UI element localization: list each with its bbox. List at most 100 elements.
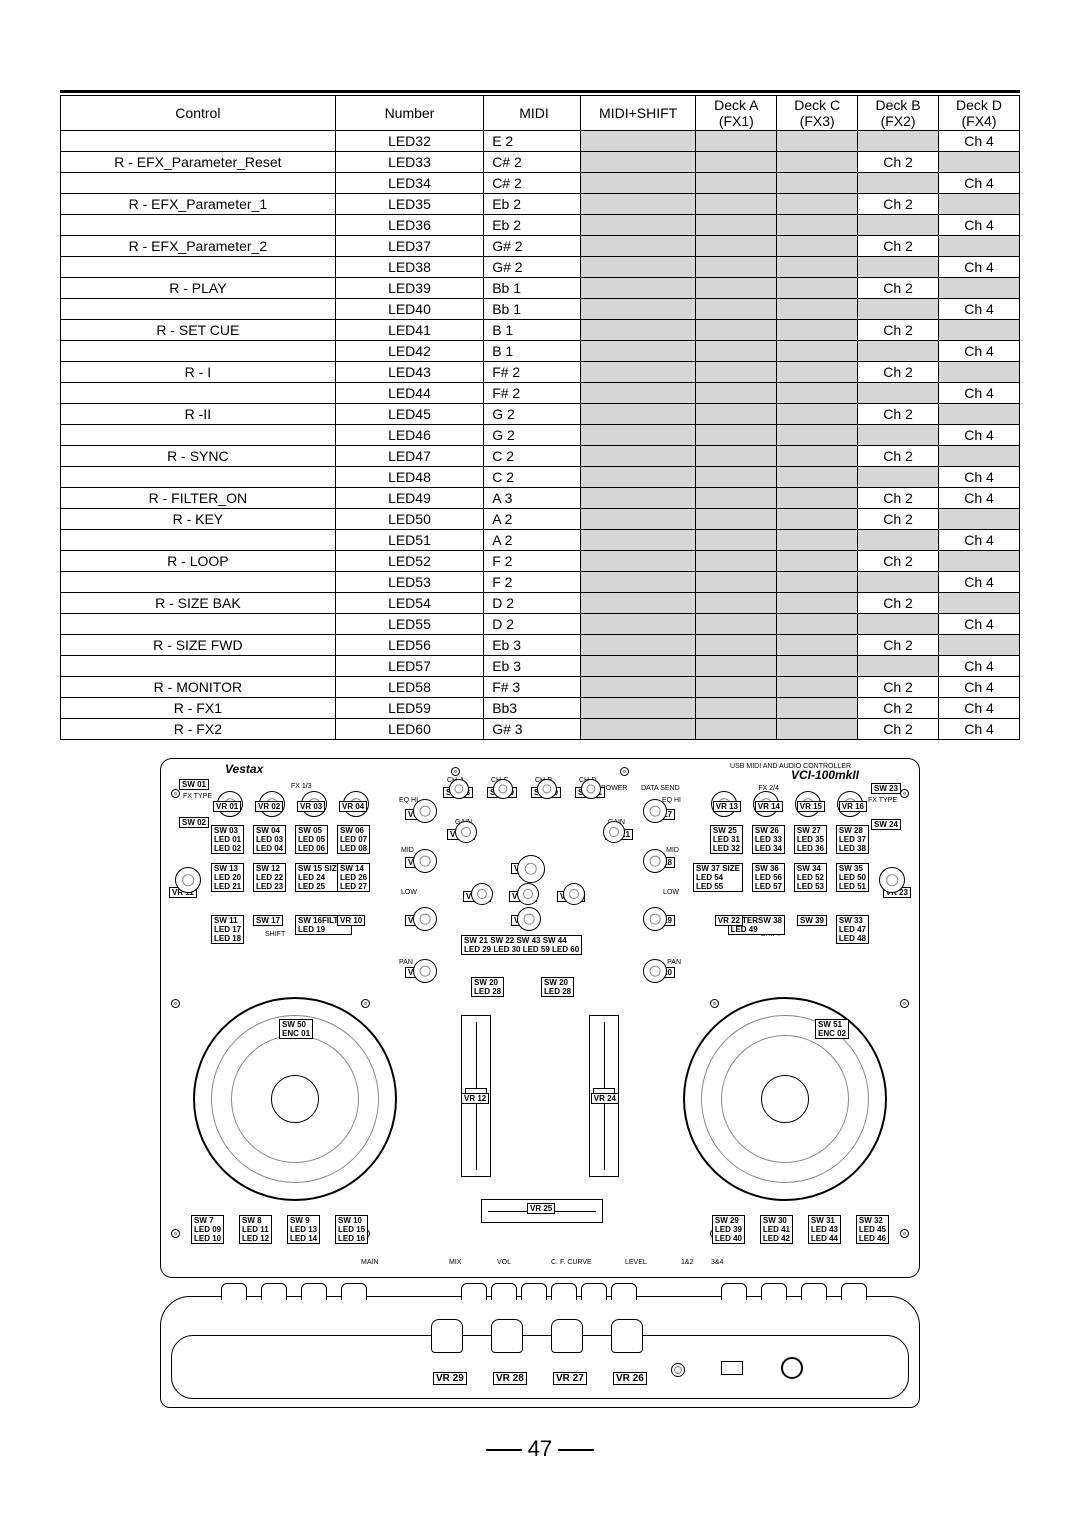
port-icon xyxy=(721,1361,743,1375)
table-row: R - MONITORLED58F# 3Ch 2Ch 4 xyxy=(61,677,1020,698)
control-label: VR 02 xyxy=(255,801,283,812)
low-r: LOW xyxy=(663,889,679,897)
control-label: SW 31 LED 43 LED 44 xyxy=(808,1215,841,1244)
table-row: R - EFX_Parameter_2LED37G# 2Ch 2 xyxy=(61,236,1020,257)
control-label: SW 9 LED 13 LED 14 xyxy=(287,1215,320,1244)
control-label: SW 36 LED 56 LED 57 xyxy=(752,863,785,892)
table-row: LED57Eb 3Ch 4 xyxy=(61,656,1020,677)
control-label: SW 28 LED 37 LED 38 xyxy=(836,825,869,854)
control-label: SW 06 LED 07 LED 08 xyxy=(337,825,370,854)
screw-icon xyxy=(671,1363,685,1377)
mid-r: MID xyxy=(666,847,679,855)
control-label: SW 30 LED 41 LED 42 xyxy=(760,1215,793,1244)
control-label: SW 33 LED 47 LED 48 xyxy=(836,915,869,944)
top-knob-icon xyxy=(721,1283,747,1300)
control-label: VR 03 xyxy=(297,801,325,812)
screw-icon xyxy=(900,999,909,1008)
col-control: Control xyxy=(61,96,336,131)
top-knob-icon xyxy=(841,1283,867,1300)
front-knob xyxy=(491,1319,523,1353)
knob xyxy=(455,821,477,843)
shift-l: SHIFT xyxy=(265,931,285,939)
table-row: R -IILED45G 2Ch 2 xyxy=(61,404,1020,425)
brand-label: Vestax xyxy=(225,765,263,773)
knob xyxy=(413,959,437,983)
vr29-label: VR 29 xyxy=(433,1372,467,1385)
top-knob-icon xyxy=(801,1283,827,1300)
table-row: LED36Eb 2Ch 4 xyxy=(61,215,1020,236)
col-midishift: MIDI+SHIFT xyxy=(580,96,696,131)
table-row: LED44F# 2Ch 4 xyxy=(61,383,1020,404)
control-label: SW 27 LED 35 LED 36 xyxy=(794,825,827,854)
top-knob-icon xyxy=(301,1283,327,1300)
control-label: SW 10 LED 15 LED 16 xyxy=(335,1215,368,1244)
control-label: VR 15 xyxy=(797,801,825,812)
l182-label: 1&2 xyxy=(681,1259,693,1267)
knob xyxy=(493,779,513,799)
knob xyxy=(879,867,905,893)
screw-icon xyxy=(171,789,180,798)
vr26-label: VR 26 xyxy=(613,1372,647,1385)
platter-r-label: SW 51 ENC 02 xyxy=(815,1019,849,1039)
mid-l: MID xyxy=(401,847,414,855)
table-row: R - SYNCLED47C 2Ch 2 xyxy=(61,446,1020,467)
knob xyxy=(413,799,437,823)
midi-mapping-table: Control Number MIDI MIDI+SHIFT Deck A (F… xyxy=(60,95,1020,740)
top-knob-icon xyxy=(221,1283,247,1300)
control-label: SW 11 LED 17 LED 18 xyxy=(211,915,244,944)
screw-icon xyxy=(900,1229,909,1238)
control-label: SW 8 LED 11 LED 12 xyxy=(239,1215,272,1244)
table-row: LED48C 2Ch 4 xyxy=(61,467,1020,488)
top-knob-icon xyxy=(341,1283,367,1300)
col-deck-a: Deck A (FX1) xyxy=(696,96,777,131)
pan-r: PAN xyxy=(667,959,681,967)
control-label: VR 16 xyxy=(839,801,867,812)
control-label: SW 37 SIZE LED 54 LED 55 xyxy=(693,863,743,892)
col-deck-b: Deck B (FX2) xyxy=(858,96,939,131)
col-deck-c: Deck C (FX3) xyxy=(777,96,858,131)
sw02-label: SW 02 xyxy=(179,817,209,828)
table-row: R - FX2LED60G# 3Ch 2Ch 4 xyxy=(61,719,1020,740)
table-row: R - LOOPLED52F 2Ch 2 xyxy=(61,551,1020,572)
table-row: LED55D 2Ch 4 xyxy=(61,614,1020,635)
table-row: R - SET CUELED41B 1Ch 2 xyxy=(61,320,1020,341)
knob xyxy=(643,959,667,983)
table-row: R - FILTER_ONLED49A 3Ch 2Ch 4 xyxy=(61,488,1020,509)
control-label: SW 26 LED 33 LED 34 xyxy=(752,825,785,854)
page-number: 47 xyxy=(60,1436,1020,1462)
sw23-label: SW 23 xyxy=(871,783,901,794)
l384-label: 3&4 xyxy=(711,1259,723,1267)
knob xyxy=(563,883,585,905)
knob xyxy=(175,867,201,893)
top-knob-icon xyxy=(581,1283,607,1300)
table-row: R - EFX_Parameter_1LED35Eb 2Ch 2 xyxy=(61,194,1020,215)
top-knob-icon xyxy=(611,1283,637,1300)
control-label: VR 13 xyxy=(713,801,741,812)
col-number: Number xyxy=(335,96,483,131)
control-label: SW 32 LED 45 LED 46 xyxy=(856,1215,889,1244)
control-label: SW 25 LED 31 LED 32 xyxy=(710,825,743,854)
front-knob xyxy=(551,1319,583,1353)
knob xyxy=(449,779,469,799)
vol-label: VOL xyxy=(497,1259,511,1267)
right-platter xyxy=(683,997,887,1201)
screw-icon xyxy=(710,999,719,1008)
table-row: R - ILED43F# 2Ch 2 xyxy=(61,362,1020,383)
control-label: VR 01 xyxy=(213,801,241,812)
control-label: SW 7 LED 09 LED 10 xyxy=(191,1215,224,1244)
table-row: R - FX1LED59Bb3Ch 2Ch 4 xyxy=(61,698,1020,719)
horizontal-rule xyxy=(60,90,1020,93)
fx13-label: FX 1/3 xyxy=(291,783,312,791)
knob xyxy=(413,907,437,931)
pan-l: PAN xyxy=(399,959,413,967)
control-label: SW 13 LED 20 LED 21 xyxy=(211,863,244,892)
control-label: SW 29 LED 39 LED 40 xyxy=(712,1215,745,1244)
screw-icon xyxy=(451,767,460,776)
knob xyxy=(517,855,545,883)
control-label: SW 34 LED 52 LED 53 xyxy=(794,863,827,892)
col-midi: MIDI xyxy=(484,96,581,131)
table-row: R - PLAYLED39Bb 1Ch 2 xyxy=(61,278,1020,299)
control-label: SW 04 LED 03 LED 04 xyxy=(253,825,286,854)
screw-icon xyxy=(900,789,909,798)
controller-diagram: Vestax USB MIDI AND AUDIO CONTROLLER VCI… xyxy=(160,758,920,1408)
